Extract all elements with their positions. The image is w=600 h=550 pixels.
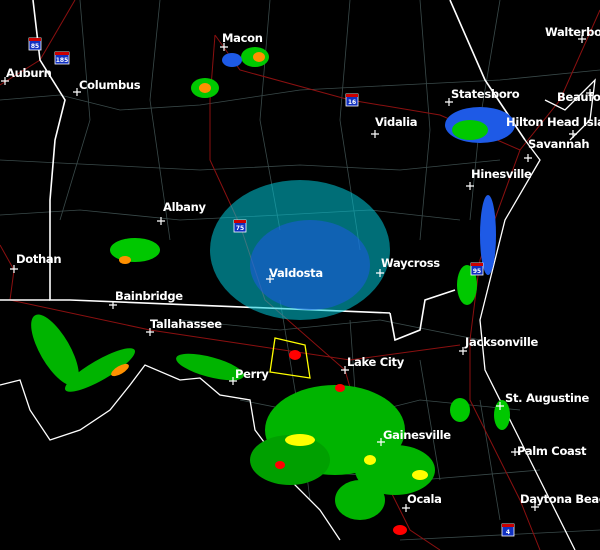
city-marker-icon: [371, 130, 379, 138]
city-ocala: Ocala: [402, 492, 442, 512]
city-label: Daytona Beach: [520, 492, 600, 506]
warning-polygon[interactable]: [269, 337, 311, 379]
city-label: Columbus: [79, 78, 141, 92]
city-marker-icon: [1, 77, 9, 85]
city-marker-icon: [402, 504, 410, 512]
city-statesboro: Statesboro: [445, 87, 520, 106]
city-columbus: Columbus: [73, 78, 141, 96]
city-jacksonville: Jacksonville: [459, 335, 539, 355]
city-label: St. Augustine: [505, 391, 590, 405]
city-label: Dothan: [16, 252, 61, 266]
city-label: Bainbridge: [115, 289, 183, 303]
city-st-augustine: St. Augustine: [496, 391, 590, 410]
city-marker-icon: [586, 89, 594, 97]
city-label: Albany: [163, 200, 207, 214]
interstate-shield-16: 16: [345, 93, 359, 107]
city-valdosta: Valdosta: [266, 266, 323, 283]
city-label: Jacksonville: [464, 335, 538, 349]
city-label: Ocala: [407, 492, 442, 506]
interstate-shield-95: 95: [470, 262, 484, 276]
interstate-shield-185: 185: [54, 51, 70, 65]
city-label: Hinesville: [471, 167, 532, 181]
city-marker-icon: [377, 438, 385, 446]
city-marker-icon: [109, 301, 117, 309]
city-marker-icon: [376, 269, 384, 277]
city-label: Perry: [235, 367, 269, 381]
city-perry: Perry: [229, 367, 270, 385]
city-marker-icon: [10, 265, 18, 273]
city-marker-icon: [73, 88, 81, 96]
city-marker-icon: [496, 402, 504, 410]
city-marker-icon: [578, 35, 586, 43]
city-hilton-head-island: Hilton Head Island: [506, 115, 600, 138]
city-marker-icon: [569, 130, 577, 138]
svg-text:16: 16: [348, 99, 356, 106]
city-label: Palm Coast: [517, 444, 587, 458]
city-palm-coast: Palm Coast: [511, 444, 587, 458]
city-markers: Macon Auburn Columbus Walterboro Beaufort Sta…: [1, 25, 600, 512]
city-macon: Macon: [220, 31, 263, 51]
city-label: Gainesville: [383, 428, 451, 442]
city-marker-icon: [466, 182, 474, 190]
city-auburn: Auburn: [1, 66, 52, 85]
interstate-shield-4: 4: [501, 523, 515, 537]
city-savannah: Savannah: [524, 137, 590, 162]
city-marker-icon: [341, 366, 349, 374]
city-label: Macon: [222, 31, 263, 45]
city-lake-city: Lake City: [341, 355, 405, 374]
city-beaufort: Beaufort: [557, 89, 600, 104]
city-albany: Albany: [157, 200, 207, 225]
city-waycross: Waycross: [376, 256, 441, 277]
city-label: Auburn: [6, 66, 52, 80]
city-marker-icon: [524, 154, 532, 162]
city-daytona-beach: Daytona Beach: [520, 492, 600, 511]
interstate-shields: 85 185 16 75 95 4: [28, 37, 515, 537]
svg-text:95: 95: [473, 268, 481, 275]
city-marker-icon: [459, 347, 467, 355]
city-label: Statesboro: [451, 87, 520, 101]
city-tallahassee: Tallahassee: [146, 317, 223, 336]
city-walterboro: Walterboro: [545, 25, 600, 43]
city-label: Vidalia: [375, 115, 417, 129]
city-marker-icon: [531, 503, 539, 511]
svg-text:185: 185: [56, 57, 69, 64]
city-dothan: Dothan: [10, 252, 62, 273]
radar-echoes: [31, 47, 515, 535]
city-marker-icon: [445, 98, 453, 106]
svg-text:75: 75: [236, 225, 244, 232]
city-marker-icon: [229, 377, 237, 385]
interstate-shield-85: 85: [28, 37, 42, 51]
city-marker-icon: [511, 448, 519, 456]
city-hinesville: Hinesville: [466, 167, 532, 190]
city-bainbridge: Bainbridge: [109, 289, 184, 309]
city-gainesville: Gainesville: [377, 428, 452, 446]
svg-text:85: 85: [31, 43, 39, 50]
city-marker-icon: [220, 43, 228, 51]
city-label: Lake City: [347, 355, 405, 369]
city-label: Valdosta: [269, 266, 323, 280]
city-label: Walterboro: [545, 25, 600, 39]
interstate-shield-75: 75: [233, 219, 247, 233]
city-marker-icon: [266, 275, 274, 283]
city-label: Savannah: [528, 137, 589, 151]
city-marker-icon: [157, 217, 165, 225]
city-label: Hilton Head Island: [506, 115, 600, 129]
svg-text:4: 4: [506, 529, 510, 536]
city-label: Beaufort: [557, 90, 600, 104]
city-label: Tallahassee: [150, 317, 222, 331]
city-vidalia: Vidalia: [371, 115, 417, 138]
city-marker-icon: [146, 328, 154, 336]
city-label: Waycross: [381, 256, 440, 270]
